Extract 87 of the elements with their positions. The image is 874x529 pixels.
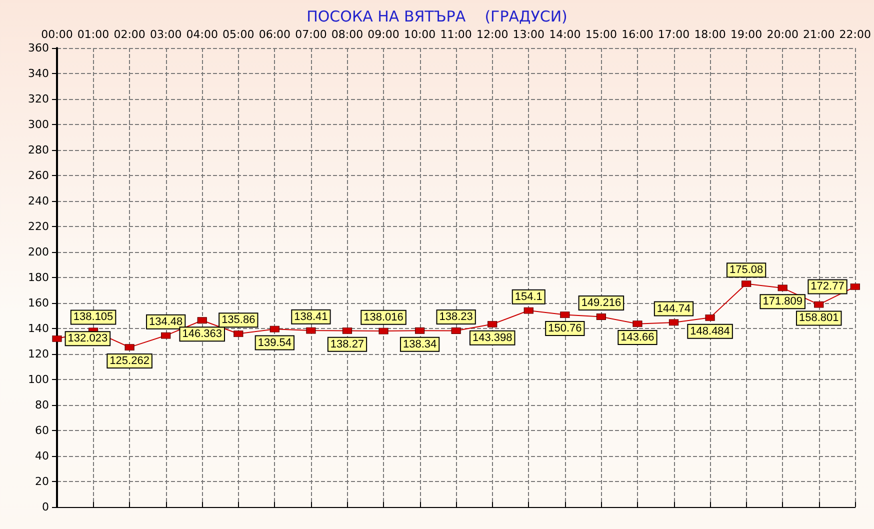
x-tick-label: 13:00 [512,28,544,41]
x-tick-label: 06:00 [258,28,291,41]
point [415,327,425,334]
x-tick-label: 11:00 [440,28,472,41]
data-label: 138.34 [402,338,437,350]
data-label: 171.809 [762,296,802,308]
y-tick-label: 220 [28,220,49,233]
data-label: 138.23 [439,311,473,324]
x-tick-label: 10:00 [404,28,436,41]
point [197,317,207,324]
y-tick-label: 360 [28,42,49,54]
point [124,344,134,351]
x-tick-label: 02:00 [114,28,146,41]
y-tick-label: 140 [28,322,49,335]
point [850,283,860,290]
point [451,328,461,334]
x-tick-label: 14:00 [549,28,581,41]
data-label: 138.27 [330,338,364,350]
data-label: 143.398 [472,332,512,344]
point [488,320,498,328]
x-tick-label: 17:00 [658,28,690,41]
data-label: 154.1 [514,290,542,303]
data-label: 138.105 [73,311,114,324]
point [306,327,316,334]
point [524,307,534,314]
data-label: 172.77 [810,280,844,293]
x-tick-label: 15:00 [585,28,618,41]
data-label: 125.262 [110,354,150,367]
x-tick-label: 18:00 [694,28,726,41]
y-tick-label: 60 [35,424,49,437]
data-label: 146.363 [182,328,222,340]
data-label: 132.023 [68,332,108,345]
x-tick-label: 16:00 [622,28,654,41]
point [742,280,752,288]
y-tick-label: 0 [42,500,49,514]
point [560,312,570,318]
data-label: 150.76 [548,322,582,334]
y-tick-label: 80 [35,398,49,412]
point [814,301,824,308]
y-tick-label: 320 [28,92,49,106]
y-tick-label: 200 [28,246,49,258]
point [778,284,788,292]
point [705,314,715,321]
point [270,326,280,332]
x-tick-label: 19:00 [730,28,762,41]
y-tick-label: 280 [28,144,49,156]
x-tick-label: 09:00 [368,28,400,41]
data-label: 158.801 [798,312,839,324]
y-tick-label: 20 [35,475,49,488]
chart-title: ПОСОКА НА ВЯТЪРА (ГРАДУСИ) [306,8,568,26]
x-tick-label: 12:00 [476,28,508,41]
x-tick-label: 04:00 [186,28,218,41]
data-label: 138.016 [364,311,404,324]
point [669,319,678,326]
point [161,332,171,339]
y-tick-label: 300 [28,118,49,131]
y-tick-label: 160 [28,296,49,310]
data-label: 134.48 [149,316,183,328]
point [234,330,244,338]
point [632,320,642,328]
y-tick-label: 120 [28,348,49,360]
x-tick-label: 21:00 [803,28,835,41]
x-tick-label: 00:00 [41,28,73,41]
x-tick-label: 20:00 [766,28,798,41]
point [342,327,352,334]
y-tick-label: 340 [28,67,49,80]
data-label: 135.86 [222,314,256,326]
data-label: 175.08 [729,264,764,276]
y-tick-label: 180 [28,271,49,284]
x-tick-label: 03:00 [150,28,182,41]
x-tick-label: 07:00 [295,28,327,41]
x-tick-label: 08:00 [331,28,364,41]
data-label: 144.74 [656,302,691,315]
data-label: 149.216 [581,297,622,310]
x-tick-label: 05:00 [222,28,254,41]
data-label: 138.41 [294,310,328,323]
x-tick-label: 01:00 [77,28,110,41]
y-tick-label: 100 [28,373,49,386]
point [378,328,388,334]
data-label: 148.484 [690,325,730,338]
data-label: 143.66 [620,332,654,344]
y-tick-label: 40 [35,450,49,462]
y-tick-label: 260 [28,169,49,182]
x-tick-label: 22:00 [839,28,871,41]
y-tick-label: 240 [28,194,49,208]
point [52,335,62,342]
data-label: 139.54 [258,336,292,349]
